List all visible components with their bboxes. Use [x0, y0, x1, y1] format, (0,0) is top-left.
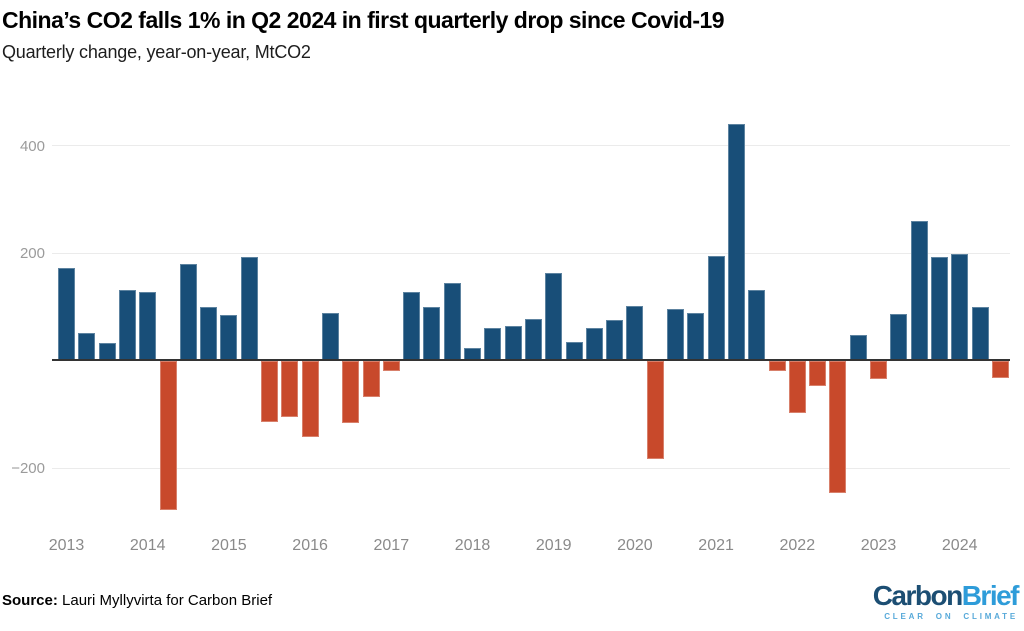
chart-area: 400 200 −200 2013 2014 2015 2016 2017 2018 2019 20…: [0, 100, 1024, 570]
bar-2019-q2[interactable]: [585, 328, 603, 361]
y-tick-label-200: 200: [19, 245, 45, 262]
bar-2020-q2[interactable]: [667, 309, 684, 361]
page-title: China’s CO2 falls 1% in Q2 2024 in first…: [2, 7, 725, 33]
bar-2021-q4[interactable]: [788, 360, 806, 413]
bar-2020-q1[interactable]: [646, 360, 664, 460]
x-axis-year-label-2014: 2014: [129, 537, 166, 554]
zero-axis-line: [52, 359, 1010, 361]
bar-2024-q1[interactable]: [971, 306, 989, 361]
bar-2014-q4[interactable]: [220, 315, 238, 361]
bar-2021-q3[interactable]: [768, 360, 786, 372]
x-axis-year-label-2017: 2017: [373, 537, 410, 554]
x-axis-year-label-2021: 2021: [698, 537, 734, 554]
x-axis-year-label-2020: 2020: [617, 537, 653, 554]
bar-2014-q3[interactable]: [200, 307, 218, 361]
bar-2023-q4[interactable]: [951, 253, 969, 361]
x-axis-year-label-2023: 2023: [860, 537, 897, 554]
bar-2022-q1[interactable]: [809, 360, 827, 386]
source-label: Source:: [2, 592, 58, 609]
bar-2015-q1[interactable]: [240, 257, 258, 361]
bar-2019-q3[interactable]: [606, 319, 624, 361]
bar-2022-q3[interactable]: [849, 334, 867, 361]
bar-2023-q3[interactable]: [930, 256, 948, 361]
x-axis-year-label-2022: 2022: [779, 537, 816, 554]
bar-2019-q1[interactable]: [565, 341, 583, 361]
bar-2012-q4[interactable]: [58, 268, 75, 361]
bar-2023-q2[interactable]: [910, 221, 928, 361]
bar-2017-q2[interactable]: [423, 307, 441, 361]
bar-2014-q2[interactable]: [179, 263, 197, 361]
bar-2014-q1[interactable]: [159, 360, 177, 511]
bar-2018-q1[interactable]: [484, 328, 502, 361]
bar-2016-q3[interactable]: [362, 360, 380, 397]
bar-2022-q2[interactable]: [829, 360, 847, 494]
bar-2013-q3[interactable]: [118, 289, 136, 361]
bar-2017-q1[interactable]: [403, 291, 421, 361]
x-axis-year-label-2018: 2018: [454, 537, 491, 554]
logo-brief: Brief: [961, 580, 1020, 611]
bar-2015-q3[interactable]: [281, 360, 299, 418]
bar-2023-q1[interactable]: [890, 313, 908, 361]
bar-2021-q1[interactable]: [727, 124, 745, 361]
bar-2019-q4[interactable]: [626, 305, 644, 361]
x-axis-year-label-2013: 2013: [48, 537, 85, 554]
x-axis-year-label-2015: 2015: [211, 537, 247, 554]
bar-2018-q2[interactable]: [504, 325, 522, 361]
x-axis-year-label-2019: 2019: [535, 537, 572, 554]
bar-2016-q1[interactable]: [321, 312, 339, 361]
bar-2018-q3[interactable]: [524, 318, 542, 361]
bar-2021-q2[interactable]: [748, 289, 766, 361]
bar-2013-q1[interactable]: [78, 332, 96, 361]
bar-2015-q4[interactable]: [301, 360, 319, 438]
x-axis-year-label-2016: 2016: [292, 537, 328, 554]
bar-2022-q4[interactable]: [870, 360, 887, 380]
gridline-200: [52, 252, 1010, 254]
bar-2013-q2[interactable]: [98, 342, 116, 361]
page-subtitle: Quarterly change, year-on-year, MtCO2: [2, 42, 311, 62]
logo-wordmark: CarbonBrief: [872, 580, 1020, 611]
carbonbrief-logo[interactable]: CarbonBrief CLEAR ON CLIMATE: [872, 580, 1020, 621]
y-tick-label--200: −200: [11, 460, 45, 477]
bar-2020-q3[interactable]: [687, 312, 705, 361]
source-text: Lauri Myllyvirta for Carbon Brief: [57, 592, 273, 609]
bar-2017-q3[interactable]: [443, 282, 461, 361]
x-axis-year-label-2024: 2024: [941, 537, 978, 554]
logo-tagline: CLEAR ON CLIMATE: [884, 612, 1018, 621]
gridline--200: [52, 467, 1010, 469]
bar-2020-q4[interactable]: [707, 255, 725, 361]
bar-2013-q4[interactable]: [139, 291, 157, 361]
bar-2016-q2[interactable]: [342, 360, 360, 424]
y-tick-label-400: 400: [19, 137, 45, 155]
bar-2016-q4[interactable]: [382, 360, 400, 371]
source-note: Source: Lauri Myllyvirta for Carbon Brie…: [2, 592, 272, 609]
logo-carbon: Carbon: [872, 580, 964, 611]
bar-2024-q2[interactable]: [991, 360, 1009, 378]
bar-2015-q2[interactable]: [261, 360, 278, 423]
gridline-400: [52, 145, 1010, 146]
bar-2018-q4[interactable]: [545, 273, 563, 361]
